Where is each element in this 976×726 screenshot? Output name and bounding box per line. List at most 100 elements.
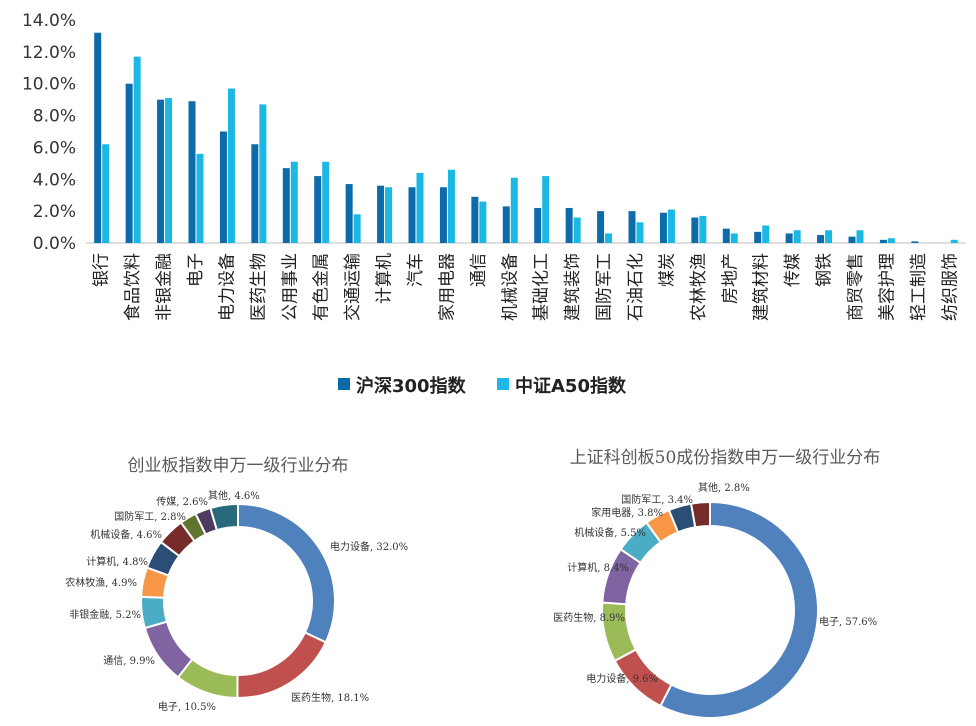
slice-label: 国防军工, 3.4% (621, 493, 693, 506)
legend-label: 中证A50指数 (515, 375, 627, 397)
bar-hs300 (125, 83, 133, 243)
x-tick-label: 电力设备 (217, 253, 237, 321)
slice-label: 医药生物, 8.9% (553, 611, 625, 624)
bar-hs300 (502, 206, 510, 243)
bar-a50 (479, 201, 487, 243)
bar-a50 (636, 222, 644, 243)
x-tick-label: 机械设备 (500, 253, 520, 321)
x-tick-label: 房地产 (720, 253, 740, 304)
x-tick-label: 石油石化 (626, 253, 646, 321)
donut-labels: 电力设备, 32.0% 医药生物, 18.1% 电子, 10.5% 通信, 9.9% 非… (65, 489, 408, 713)
y-tick-label: 0.0% (33, 234, 76, 254)
bar-a50 (259, 104, 267, 244)
bar-chart: 0.0% 2.0% 4.0% 6.0% 8.0% 10.0% 12.0% 14.0% 银行 食品… (22, 11, 966, 397)
bar-hs300 (408, 187, 416, 243)
bar-hs300 (628, 211, 636, 243)
x-tick-label: 商贸零售 (846, 253, 866, 321)
x-tick-label: 家用电器 (437, 253, 457, 321)
slice-label: 国防军工, 2.8% (114, 510, 186, 523)
bar-hs300 (659, 212, 667, 243)
bar-hs300 (251, 144, 259, 243)
y-tick-label: 14.0% (22, 11, 76, 31)
bar-hs300 (722, 228, 730, 243)
bar-a50 (950, 239, 958, 243)
x-tick-label: 有色金属 (312, 253, 332, 321)
bar-a50 (102, 144, 110, 243)
slice-label: 电子, 57.6% (819, 615, 877, 628)
y-tick-label: 4.0% (33, 170, 76, 190)
donut-slice (237, 502, 336, 644)
donut-slice (601, 601, 638, 663)
bar-hs300 (345, 184, 353, 243)
bar-hs300 (157, 99, 165, 244)
bar-hs300 (219, 131, 227, 243)
bar-hs300 (471, 196, 479, 243)
bar-hs300 (597, 211, 605, 243)
donut-slice (236, 631, 328, 699)
bar-a50 (667, 209, 675, 243)
legend-swatch-a50 (497, 378, 509, 390)
legend-label: 沪深300指数 (356, 375, 467, 397)
bar-a50 (856, 230, 864, 243)
x-tick-label: 美容护理 (877, 253, 897, 321)
x-tick-label: 银行 (92, 253, 112, 287)
x-tick-label: 电子 (186, 253, 206, 287)
bar-a50 (353, 214, 361, 243)
donut-labels: 电子, 57.6% 电力设备, 9.6% 医药生物, 8.9% 计算机, 8.4% 机械… (553, 481, 877, 685)
y-tick-label: 12.0% (22, 43, 76, 63)
x-tick-label: 医药生物 (249, 253, 269, 321)
x-axis: 银行 食品饮料 非银金融 电子 电力设备 医药生物 公用事业 有色金属 交通运输 计算机 汽车 家用电… (92, 253, 961, 321)
slice-label: 计算机, 4.8% (86, 555, 148, 568)
bar-a50 (133, 56, 141, 244)
x-tick-label: 公用事业 (280, 253, 300, 321)
bar-hs300 (282, 168, 290, 243)
legend-swatch-hs300 (338, 378, 350, 390)
bar-a50 (322, 161, 330, 243)
bar-a50 (605, 233, 613, 243)
donut-slices (140, 502, 336, 700)
donut-slices (601, 500, 819, 719)
x-tick-label: 通信 (469, 253, 489, 287)
bar-hs300 (534, 207, 542, 243)
x-tick-label: 建筑材料 (752, 253, 772, 321)
donut-title: 创业板指数申万一级行业分布 (128, 456, 349, 476)
x-tick-label: 非银金融 (155, 253, 175, 321)
bar-a50 (290, 161, 298, 243)
slice-label: 电子, 10.5% (158, 700, 216, 713)
donut-chart-star50: 上证科创板50成份指数申万一级行业分布 电子, 57.6% 电力设备, 9.6% 医… (553, 448, 881, 719)
slice-label: 通信, 9.9% (103, 655, 155, 667)
bar-a50 (165, 98, 173, 243)
donut-chart-chinext: 创业板指数申万一级行业分布 电力设备, 32.0% 医药生物, 18.1% 电子, … (65, 456, 408, 713)
slice-label: 家用电器, 3.8% (591, 506, 663, 519)
legend: 沪深300指数 中证A50指数 (338, 375, 627, 397)
donut-slice (209, 502, 239, 532)
x-tick-label: 煤炭 (657, 253, 677, 287)
donut-slice (659, 500, 819, 719)
bar-hs300 (911, 241, 919, 243)
x-tick-label: 汽车 (406, 253, 426, 287)
y-tick-label: 2.0% (33, 202, 76, 222)
bar-a50 (196, 153, 204, 243)
donut-title: 上证科创板50成份指数申万一级行业分布 (570, 448, 881, 468)
slice-label: 电力设备, 32.0% (330, 540, 408, 553)
donut-slice (689, 500, 711, 529)
bar-marks (94, 32, 958, 244)
slice-label: 其他, 4.6% (208, 489, 260, 502)
bar-a50 (385, 187, 393, 243)
slice-label: 农林牧渔, 4.9% (65, 576, 137, 589)
x-tick-label: 计算机 (375, 253, 395, 304)
bar-hs300 (439, 187, 447, 243)
bar-a50 (510, 177, 518, 243)
slice-label: 其他, 2.8% (698, 481, 750, 494)
bar-hs300 (565, 207, 573, 243)
x-tick-label: 纺织服饰 (940, 253, 960, 321)
bar-a50 (416, 172, 424, 243)
bar-a50 (730, 233, 738, 243)
slice-label: 电力设备, 9.6% (586, 672, 658, 685)
x-tick-label: 钢铁 (815, 253, 835, 287)
x-tick-label: 交通运输 (343, 253, 363, 321)
slice-label: 传媒, 2.6% (156, 496, 208, 508)
slice-label: 机械设备, 5.5% (574, 526, 646, 539)
bar-a50 (699, 215, 707, 243)
bar-hs300 (377, 185, 385, 243)
